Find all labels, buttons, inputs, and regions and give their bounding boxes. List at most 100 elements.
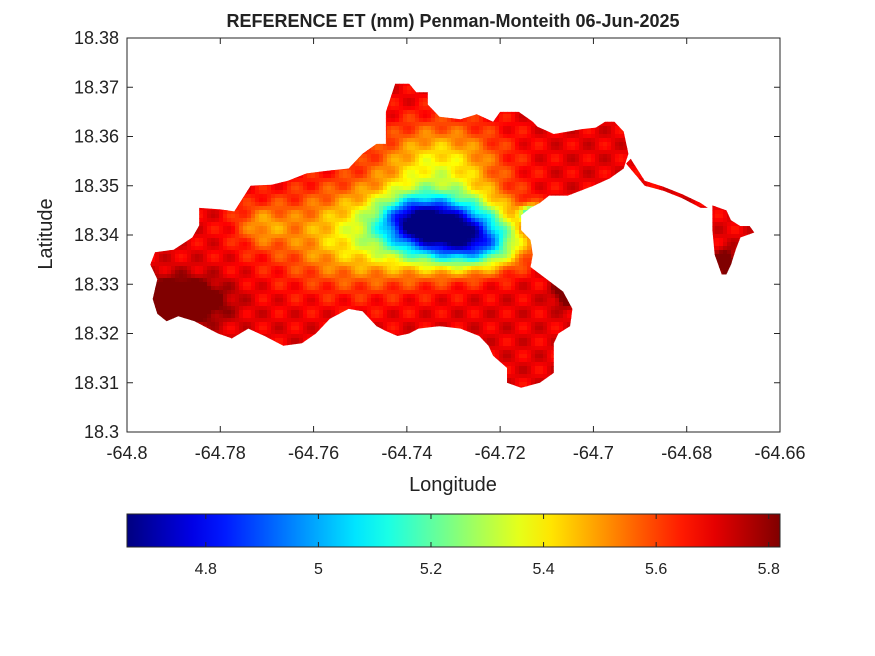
heat-cell [391,154,396,159]
heat-cell [439,142,444,147]
heat-cell [619,142,624,147]
heat-cell [499,110,504,115]
heat-cell [443,154,448,159]
heat-cell [595,154,600,159]
heat-cell [595,134,600,139]
heat-cell [527,142,532,147]
heat-cell [555,134,560,139]
heat-cell [399,106,404,111]
heat-cell [423,126,428,131]
heat-cell [415,126,420,131]
heat-cell [479,142,484,147]
heat-cell [475,138,480,143]
heat-cell [423,94,428,99]
heat-cell [403,154,408,159]
heat-cell [607,134,612,139]
heat-cell [511,110,516,115]
heat-cell [423,90,428,95]
heat-cell [587,134,592,139]
heat-cell [407,150,412,155]
heat-cell [483,138,488,143]
heat-cell [615,154,620,159]
heat-cell [515,150,520,155]
heat-cell [423,114,428,119]
heat-cell [395,146,400,151]
heat-cell [379,142,384,147]
heat-cell [475,114,480,119]
heat-cell [575,154,580,159]
heat-cell [439,134,444,139]
heat-cell [463,118,468,123]
heat-cell [611,146,616,151]
heat-cell [407,122,412,127]
heat-cell [415,98,420,103]
heat-cell [435,142,440,147]
heat-cell [471,146,476,151]
heat-cell [451,142,456,147]
heat-cell [531,138,536,143]
heat-cell [503,126,508,131]
heat-cell [403,98,408,103]
heat-cell [415,146,420,151]
heat-cell [607,142,612,147]
heat-cell [515,114,520,119]
heat-cell [411,118,416,123]
heat-cell [443,142,448,147]
heat-cell [579,154,584,159]
heat-cell [511,114,516,119]
heat-cell [451,122,456,127]
heat-cell [571,138,576,143]
heat-cell [531,134,536,139]
heat-cell [563,130,568,135]
heat-cell [515,122,520,127]
heat-cell [399,114,404,119]
heat-cell [579,146,584,151]
heat-cell [419,106,424,111]
heat-cell [599,146,604,151]
heat-cell [567,134,572,139]
heat-cell [395,86,400,91]
heat-cell [467,150,472,155]
heat-cell [455,118,460,123]
heat-cell [619,154,624,159]
heat-cell [459,122,464,127]
heat-cell [539,150,544,155]
heat-cell [587,138,592,143]
heat-cell [379,150,384,155]
heat-cell [411,126,416,131]
heat-cell [523,138,528,143]
heat-cell [387,154,392,159]
heat-cell [523,134,528,139]
heat-cell [515,134,520,139]
heat-cell [563,138,568,143]
heat-cell [419,102,424,107]
heat-cell [387,150,392,155]
heat-cell [499,154,504,159]
heat-cell [455,142,460,147]
heat-cell [395,118,400,123]
heat-cell [515,110,520,115]
heat-cell [595,150,600,155]
heat-cell [399,138,404,143]
heat-cell [523,150,528,155]
heat-cell [483,122,488,127]
heat-cell [487,134,492,139]
heat-cell [427,146,432,151]
heat-cell [527,138,532,143]
heat-cell [455,154,460,159]
heat-cell [399,102,404,107]
heat-cell [479,146,484,151]
heat-cell [471,142,476,147]
heat-cell [499,126,504,131]
heat-cell [527,126,532,131]
heat-cell [567,150,572,155]
heat-cell [395,106,400,111]
heat-cell [603,138,608,143]
heat-cell [599,142,604,147]
heat-cell [615,130,620,135]
heat-cell [463,138,468,143]
heat-cell [499,122,504,127]
heat-cell [383,146,388,151]
heat-cell [363,158,368,163]
heat-cell [527,130,532,135]
